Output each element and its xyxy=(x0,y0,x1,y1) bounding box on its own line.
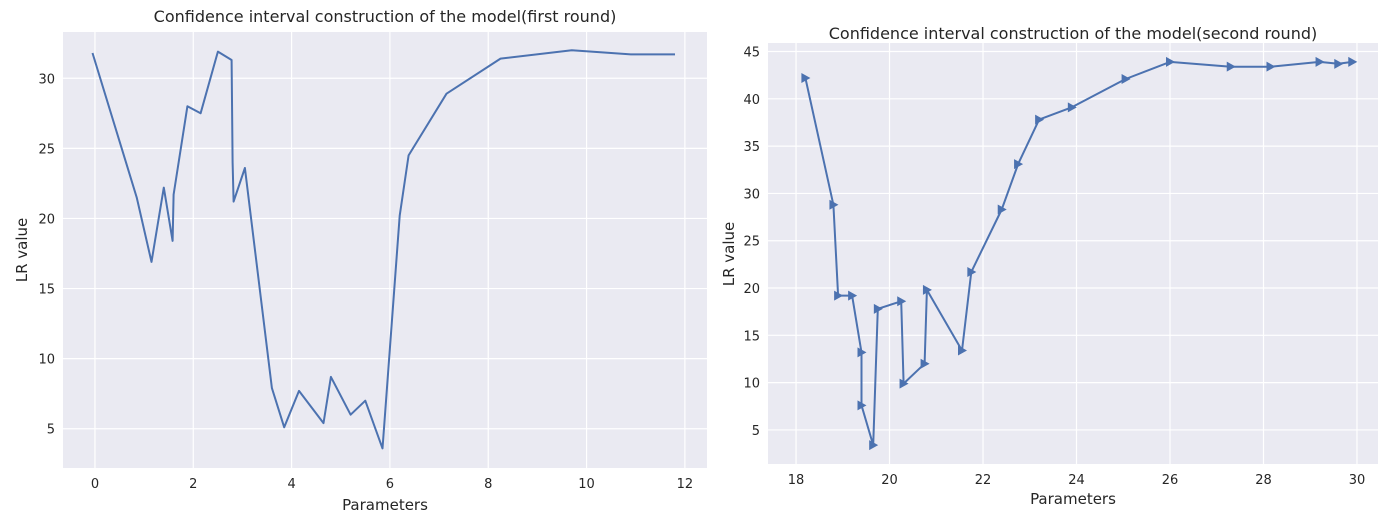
y-tick-label-first-round: 15 xyxy=(38,283,55,298)
tick-labels-second-round: 18 20 22 24 26 28 30 5 10 15 20 25 30 35 40 45 xyxy=(743,46,1365,488)
data-point-marker-second-round xyxy=(899,378,909,389)
x-tick-label-first-round: 2 xyxy=(189,477,197,492)
plot-area-second-round xyxy=(768,43,1378,464)
data-point-marker-second-round xyxy=(957,345,967,356)
gridlines-first-round xyxy=(63,32,707,468)
x-tick-label-first-round: 12 xyxy=(677,477,694,492)
data-point-marker-second-round xyxy=(967,266,977,277)
data-point-marker-second-round xyxy=(857,400,867,411)
y-tick-label-second-round: 30 xyxy=(743,187,760,202)
x-tick-label-first-round: 6 xyxy=(386,477,394,492)
data-point-marker-second-round xyxy=(1226,61,1236,72)
data-point-marker-second-round xyxy=(997,204,1007,215)
x-tick-label-first-round: 4 xyxy=(287,477,295,492)
x-tick-label-second-round: 30 xyxy=(1349,473,1366,488)
data-point-marker-second-round xyxy=(1334,58,1344,69)
x-axis-label-second-round: Parameters xyxy=(1030,490,1116,508)
chart-first-round: Confidence interval construction of the … xyxy=(13,7,707,513)
y-tick-label-second-round: 20 xyxy=(743,282,760,297)
y-tick-label-second-round: 15 xyxy=(743,329,760,344)
data-point-marker-second-round xyxy=(1121,73,1131,84)
data-point-marker-second-round xyxy=(1315,56,1325,67)
series-line-first-round xyxy=(91,49,675,450)
chart-second-round: Confidence interval construction of the … xyxy=(720,24,1378,508)
data-point-marker-second-round xyxy=(1067,102,1077,113)
y-tick-label-second-round: 40 xyxy=(743,93,760,108)
data-point-marker-second-round xyxy=(869,440,879,451)
chart-title-second-round: Confidence interval construction of the … xyxy=(829,24,1317,43)
series-second-round xyxy=(801,56,1358,451)
x-tick-label-first-round: 0 xyxy=(91,477,99,492)
data-point-marker-second-round xyxy=(1348,56,1358,67)
y-axis-label-second-round: LR value xyxy=(720,222,738,287)
data-point-marker-second-round xyxy=(829,199,839,210)
y-tick-label-first-round: 20 xyxy=(38,212,55,227)
y-tick-label-second-round: 10 xyxy=(743,377,760,392)
data-point-marker-second-round xyxy=(920,358,930,369)
y-tick-label-first-round: 5 xyxy=(47,423,55,438)
data-point-marker-second-round xyxy=(834,290,844,301)
y-tick-label-first-round: 25 xyxy=(38,142,55,157)
chart-title-first-round: Confidence interval construction of the … xyxy=(154,7,617,26)
data-point-marker-second-round xyxy=(1165,56,1175,67)
y-tick-label-second-round: 45 xyxy=(743,46,760,61)
data-point-marker-second-round xyxy=(897,296,907,307)
x-tick-label-second-round: 18 xyxy=(788,473,805,488)
y-axis-label-first-round: LR value xyxy=(13,218,31,283)
data-point-marker-second-round xyxy=(1014,159,1024,170)
x-tick-label-first-round: 10 xyxy=(578,477,595,492)
x-tick-label-first-round: 8 xyxy=(484,477,492,492)
plot-area-first-round xyxy=(63,32,707,468)
y-tick-label-first-round: 30 xyxy=(38,72,55,87)
data-point-marker-second-round xyxy=(873,303,883,314)
x-tick-label-second-round: 20 xyxy=(881,473,898,488)
y-tick-label-second-round: 5 xyxy=(752,424,760,439)
x-tick-label-second-round: 22 xyxy=(975,473,992,488)
y-tick-label-second-round: 35 xyxy=(743,140,760,155)
x-tick-label-second-round: 28 xyxy=(1255,473,1272,488)
y-tick-label-first-round: 10 xyxy=(38,353,55,368)
data-point-marker-second-round xyxy=(1266,61,1276,72)
data-point-marker-second-round xyxy=(848,290,858,301)
tick-labels-first-round: 0 2 4 6 8 10 12 5 10 15 20 25 30 xyxy=(38,72,693,492)
x-tick-label-second-round: 26 xyxy=(1162,473,1179,488)
data-point-marker-second-round xyxy=(857,347,867,358)
data-point-marker-second-round xyxy=(801,73,811,84)
data-point-marker-second-round xyxy=(1035,114,1045,125)
series-first-round xyxy=(91,49,675,450)
x-axis-label-first-round: Parameters xyxy=(342,496,428,513)
data-point-marker-second-round xyxy=(922,284,932,295)
x-tick-label-second-round: 24 xyxy=(1068,473,1085,488)
y-tick-label-second-round: 25 xyxy=(743,235,760,250)
